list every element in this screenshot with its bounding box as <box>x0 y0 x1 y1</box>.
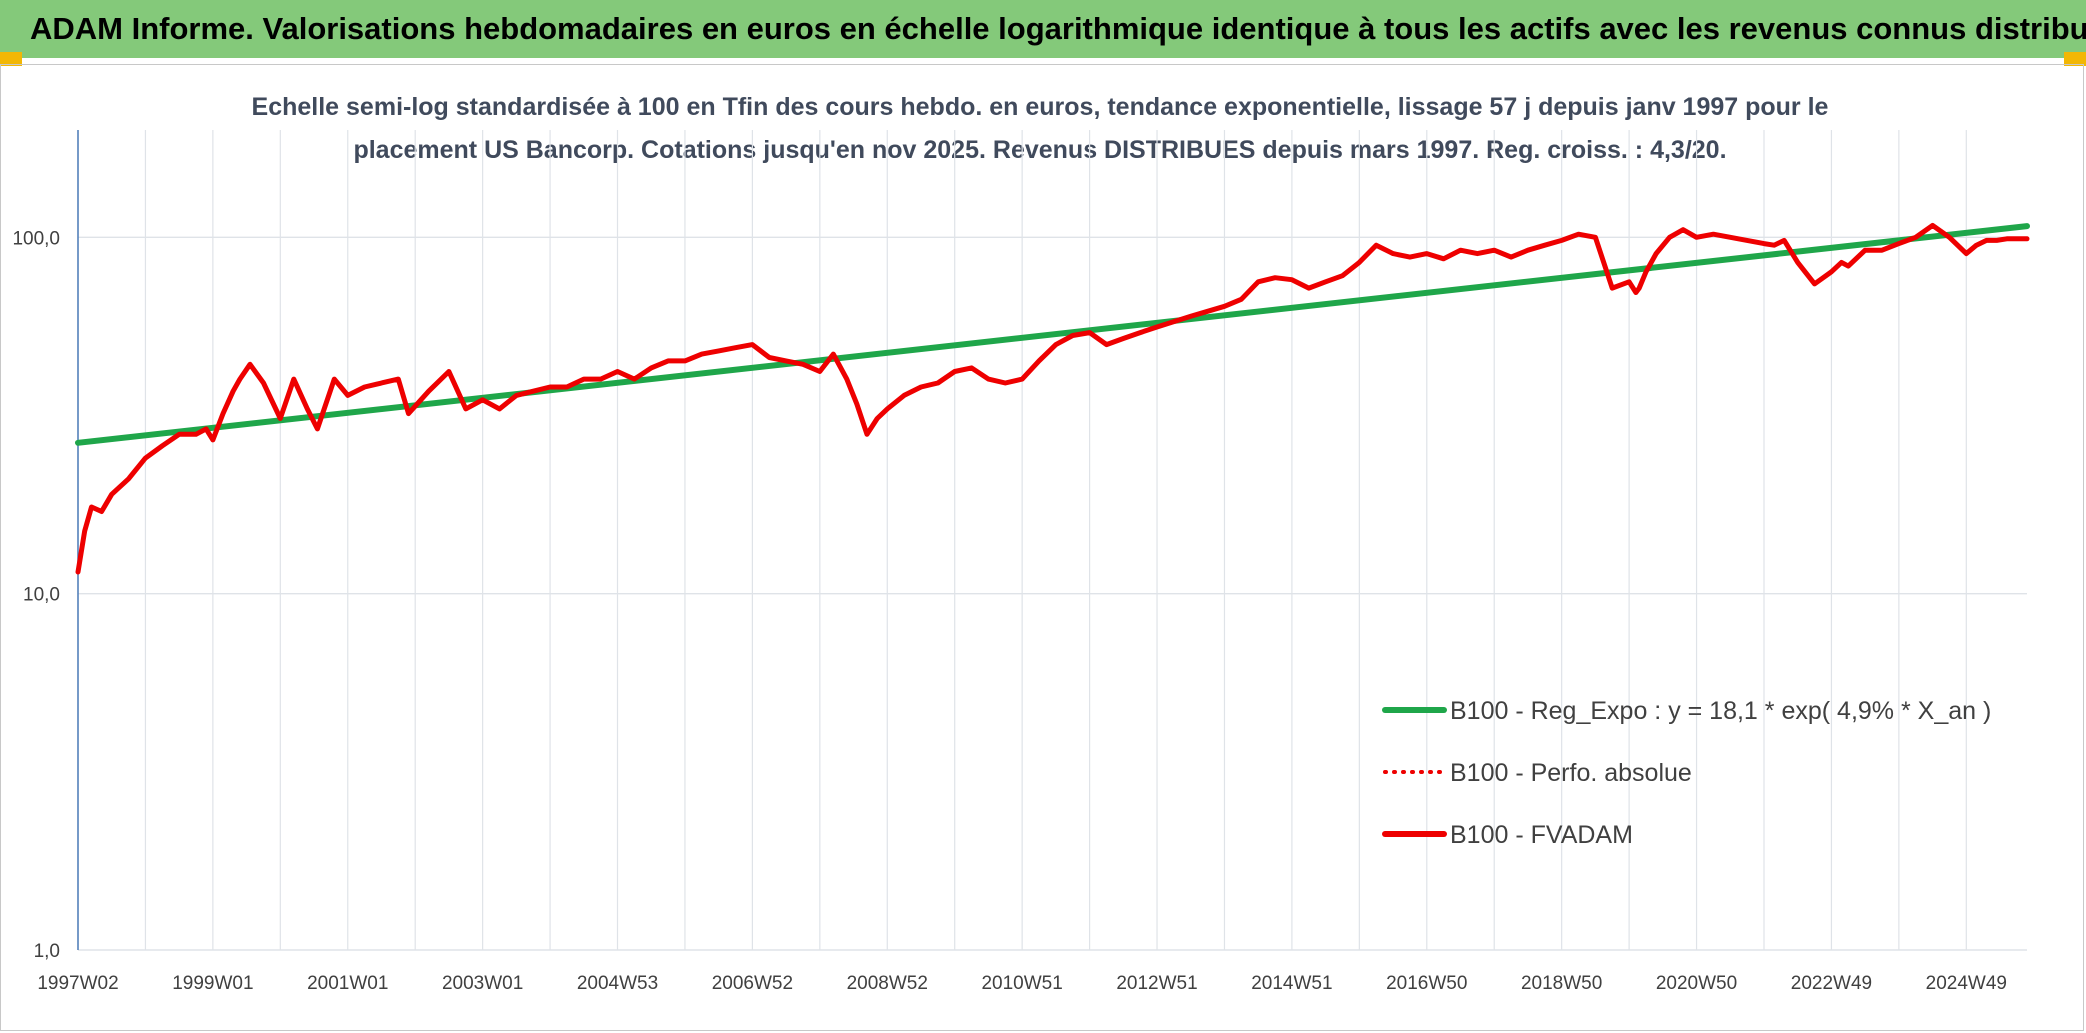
grid <box>77 130 2027 951</box>
series <box>75 222 2030 575</box>
fvadam-line <box>75 222 2030 575</box>
x-tick-label: 1999W01 <box>172 973 253 994</box>
x-tick-label: 2008W52 <box>847 973 928 994</box>
x-tick-label: 2003W01 <box>442 973 523 994</box>
x-tick-label: 2018W50 <box>1521 973 1602 994</box>
legend-label: B100 - Perfo. absolue <box>1450 759 1692 787</box>
x-tick-label: 2012W51 <box>1116 973 1197 994</box>
x-tick-label: 2020W50 <box>1656 973 1737 994</box>
chart-title: Echelle semi-log standardisée à 100 en T… <box>180 86 1900 172</box>
chart-frame <box>0 64 2084 1031</box>
chart-title-line-1: Echelle semi-log standardisée à 100 en T… <box>251 93 1829 121</box>
x-tick-label: 2010W51 <box>981 973 1062 994</box>
axes: 1,0 10,0 100,0 1997W02 1999W01 2001W01 2003W01… <box>12 130 2007 994</box>
legend-label: B100 - Reg_Expo : y = 18,1 * exp( 4,9% *… <box>1450 697 1991 725</box>
x-tick-label: 1997W02 <box>37 973 118 994</box>
trend-line <box>75 223 2030 446</box>
y-tick-label: 1,0 <box>34 941 60 962</box>
x-tick-label: 2022W49 <box>1791 973 1872 994</box>
x-tick-label: 2006W52 <box>712 973 793 994</box>
x-tick-label: 2024W49 <box>1926 973 2007 994</box>
report-header-title: ADAM Informe. Valorisations hebdomadaire… <box>30 11 2086 46</box>
x-tick-label: 2001W01 <box>307 973 388 994</box>
x-tick-label: 2016W50 <box>1386 973 1467 994</box>
legend-label: B100 - FVADAM <box>1450 821 1633 849</box>
corner-mark-left <box>0 52 22 66</box>
legend: B100 - Reg_Expo : y = 18,1 * exp( 4,9% *… <box>1382 697 1991 849</box>
x-tick-label: 2004W53 <box>577 973 658 994</box>
report-header: ADAM Informe. Valorisations hebdomadaire… <box>0 0 2086 58</box>
chart-title-line-2: placement US Bancorp. Cotations jusqu'en… <box>353 136 1727 164</box>
corner-mark-right <box>2064 52 2086 66</box>
y-tick-label: 100,0 <box>12 228 60 249</box>
x-tick-label: 2014W51 <box>1251 973 1332 994</box>
y-tick-label: 10,0 <box>23 585 60 606</box>
